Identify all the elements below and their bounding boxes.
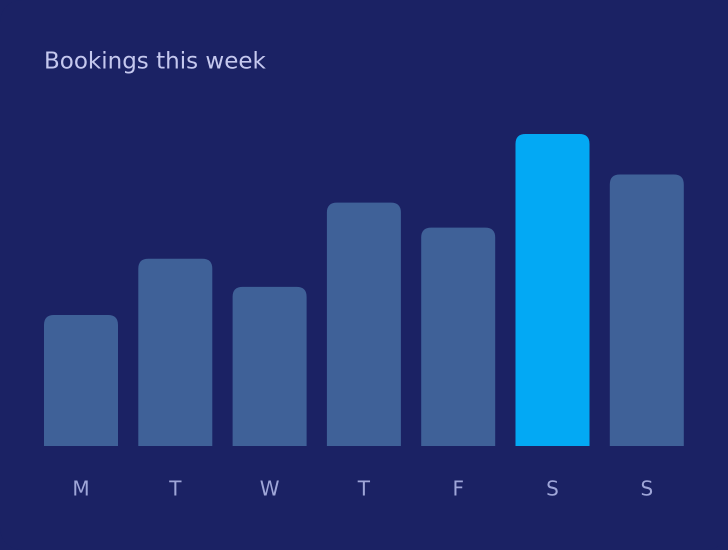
x-tick-label: T [357, 477, 371, 501]
x-tick-label: M [72, 477, 89, 501]
bar [421, 227, 496, 446]
bar [515, 134, 590, 446]
x-tick-label: S [546, 477, 559, 501]
x-tick-label: S [640, 477, 653, 501]
bar [232, 286, 307, 446]
bar [44, 314, 118, 446]
bar [609, 174, 684, 446]
bar [138, 258, 213, 446]
chart-title: Bookings this week [44, 49, 266, 75]
x-tick-label: W [260, 477, 280, 501]
x-tick-label: T [168, 477, 182, 501]
bar [326, 202, 401, 446]
x-tick-label: F [452, 477, 464, 501]
